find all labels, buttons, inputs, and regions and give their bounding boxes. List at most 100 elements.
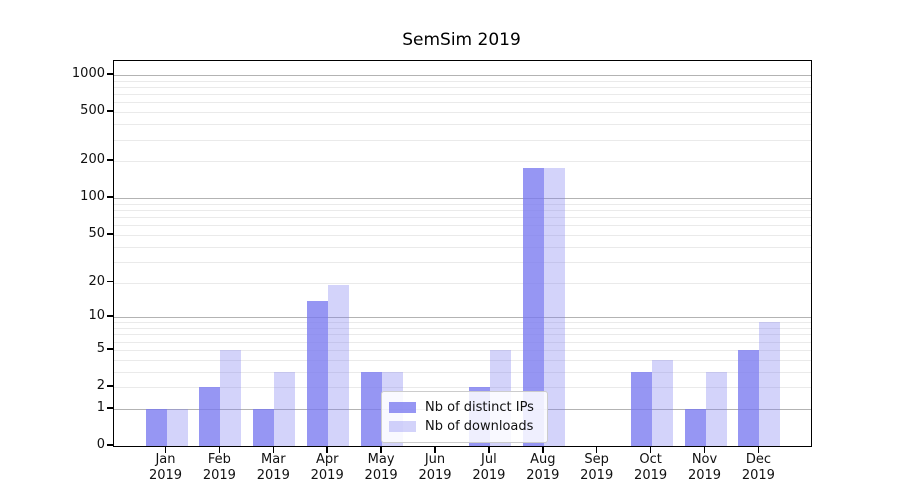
ytick-label-20: 20	[88, 273, 105, 289]
ytick-mark-0	[107, 444, 113, 446]
gridline-minor-8	[114, 328, 811, 329]
xtick-label-aug: Aug 2019	[526, 452, 560, 483]
gridline-minor-30	[114, 261, 811, 263]
gridline-minor-50	[114, 234, 811, 236]
ytick-mark-1000	[107, 73, 113, 75]
ytick-mark-1	[107, 407, 113, 409]
gridline-minor-9	[114, 322, 811, 324]
ytick-mark-100	[107, 196, 113, 198]
xtick-label-jan: Jan 2019	[148, 452, 183, 483]
gridline-minor-20	[114, 282, 811, 284]
xtick-label-oct: Oct 2019	[634, 452, 668, 483]
xtick-label-feb: Feb 2019	[202, 452, 236, 483]
ytick-label-5: 5	[96, 340, 105, 356]
bar-mar-downloads	[274, 371, 296, 446]
gridline-minor-80	[114, 210, 811, 212]
ytick-label-0: 0	[96, 437, 105, 452]
ytick-label-100: 100	[80, 189, 105, 205]
gridline-minor-70	[114, 217, 811, 219]
gridline-minor-800	[114, 86, 811, 88]
gridline-major-100	[114, 198, 811, 200]
legend: Nb of distinct IPs Nb of downloads	[381, 391, 548, 443]
xtick-mark-jun	[434, 447, 436, 453]
bar-aug-downloads	[543, 168, 565, 446]
bar-dec-ips	[738, 349, 760, 446]
ytick-mark-5	[107, 348, 113, 350]
xtick-mark-sep	[595, 447, 598, 453]
legend-label-distinct-ips: Nb of distinct IPs	[425, 400, 534, 415]
bar-dec-downloads	[759, 322, 781, 446]
bar-nov-ips	[684, 408, 706, 446]
xtick-label-mar: Mar 2019	[256, 452, 290, 483]
gridline-minor-40	[114, 246, 811, 248]
xtick-mark-dec	[757, 447, 760, 453]
ytick-mark-500	[107, 110, 113, 112]
chart-title: SemSim 2019	[402, 30, 521, 50]
gridline-minor-7	[114, 334, 811, 336]
xtick-label-dec: Dec 2019	[741, 452, 775, 483]
gridline-minor-2	[114, 387, 811, 388]
xtick-mark-jul	[488, 447, 490, 453]
bar-oct-ips	[630, 371, 652, 446]
ytick-label-10: 10	[88, 308, 105, 324]
ytick-label-50: 50	[88, 225, 105, 241]
gridline-minor-200	[114, 161, 811, 163]
bar-feb-downloads	[220, 349, 242, 446]
gridline-minor-500	[114, 112, 811, 114]
bar-apr-ips	[307, 300, 329, 446]
xtick-mark-apr	[326, 447, 328, 453]
xtick-label-jul: Jul 2019	[472, 452, 506, 483]
xtick-mark-may	[380, 447, 382, 453]
xtick-label-nov: Nov 2019	[687, 452, 722, 483]
gridline-major-10	[114, 317, 811, 319]
gridline-minor-5	[114, 349, 811, 351]
gridline-minor-300	[114, 139, 811, 141]
gridline-minor-900	[114, 80, 811, 82]
xtick-mark-mar	[272, 447, 275, 453]
bar-aug-ips	[522, 168, 544, 446]
ytick-label-200: 200	[80, 152, 105, 168]
ytick-label-1000: 1000	[71, 66, 105, 81]
ytick-label-2: 2	[96, 378, 105, 393]
xtick-label-jun: Jun 2019	[418, 452, 452, 483]
legend-item-distinct-ips: Nb of distinct IPs	[389, 398, 539, 417]
xtick-mark-jan	[164, 447, 167, 453]
xtick-label-may: May 2019	[364, 452, 398, 483]
ytick-mark-200	[107, 159, 113, 161]
legend-swatch-distinct-ips	[389, 402, 416, 413]
legend-label-downloads: Nb of downloads	[425, 419, 534, 434]
gridline-minor-90	[114, 203, 811, 205]
ytick-label-1: 1	[96, 399, 105, 415]
gridline-minor-700	[114, 94, 811, 96]
xtick-label-apr: Apr 2019	[310, 452, 344, 483]
bar-nov-downloads	[705, 371, 727, 446]
gridline-minor-600	[114, 102, 811, 104]
gridline-major-1000	[114, 75, 811, 76]
gridline-minor-60	[114, 225, 811, 227]
ytick-label-500: 500	[80, 103, 105, 119]
xtick-mark-oct	[649, 447, 652, 453]
plot-area	[113, 60, 812, 447]
ytick-mark-10	[107, 315, 113, 317]
gridline-minor-4	[114, 359, 811, 361]
xtick-mark-nov	[703, 447, 706, 453]
bar-may-ips	[361, 371, 383, 446]
xtick-label-sep: Sep 2019	[580, 452, 614, 483]
xtick-mark-feb	[218, 447, 221, 453]
bar-jan-downloads	[166, 408, 188, 446]
bar-mar-ips	[253, 408, 275, 446]
legend-swatch-downloads	[389, 421, 416, 432]
gridline-minor-6	[114, 341, 811, 343]
ytick-mark-50	[107, 233, 113, 235]
gridline-minor-400	[114, 124, 811, 126]
gridline-minor-3	[114, 371, 811, 373]
ytick-mark-20	[107, 280, 113, 283]
xtick-mark-aug	[542, 447, 544, 453]
bar-oct-downloads	[651, 359, 673, 446]
legend-item-downloads: Nb of downloads	[389, 417, 539, 436]
bar-feb-ips	[199, 387, 221, 446]
bar-jan-ips	[145, 408, 167, 446]
ytick-mark-2	[107, 385, 113, 387]
bar-apr-downloads	[328, 285, 350, 446]
